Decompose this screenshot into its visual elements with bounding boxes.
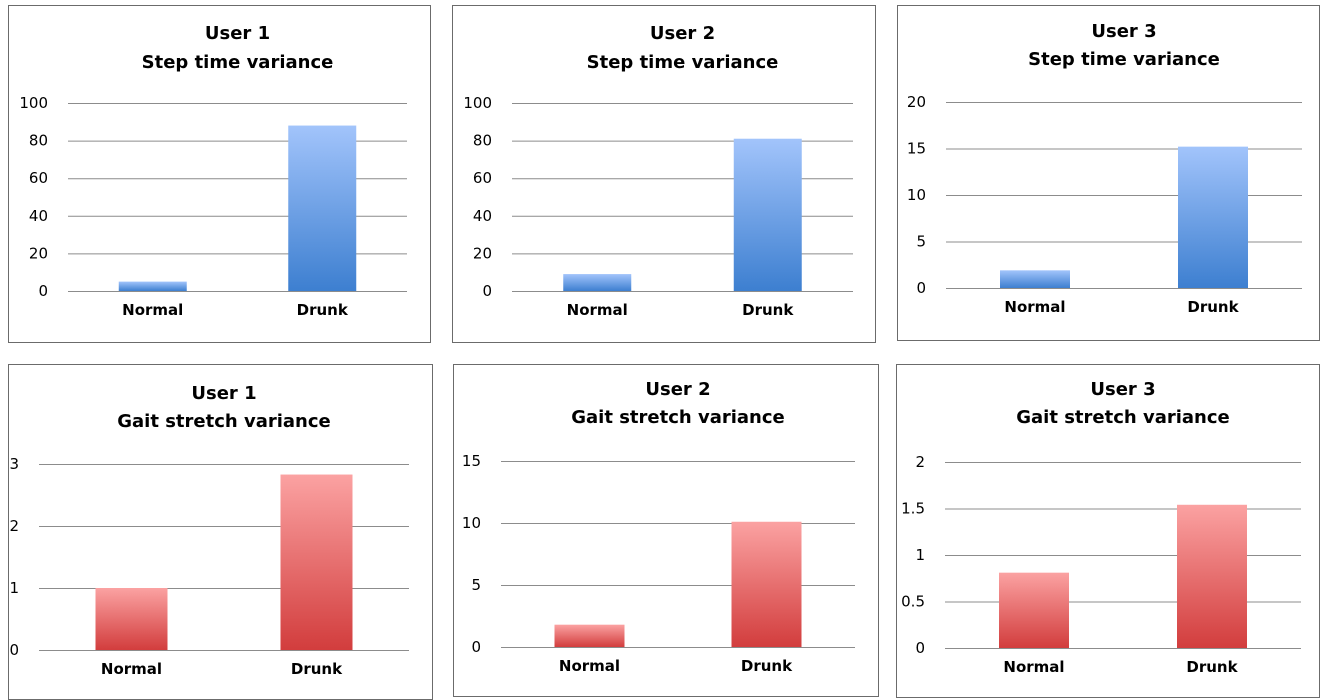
y-tick-label: 40 [473,207,492,225]
y-tick-label: 0 [482,282,492,300]
x-tick-label: Normal [559,657,620,675]
bar-drunk [288,125,357,291]
y-tick-label: 10 [907,186,926,204]
x-tick-label: Drunk [291,660,343,678]
y-tick-label: 1.5 [901,500,925,518]
bar-normal [95,588,168,650]
chart-subtitle: Step time variance [1028,49,1220,70]
y-tick-label: 5 [916,233,926,251]
y-tick-label: 60 [473,169,492,187]
chart-user1-gait-stretch: User 1 Gait stretch variance 0 1 2 3 Normal Dru… [8,364,433,700]
x-tick-label: Drunk [1186,658,1238,676]
y-tick-label: 2 [915,453,925,471]
bar-drunk [733,138,802,291]
y-tick-label: 0.5 [901,593,925,611]
bar-normal [563,274,632,291]
y-tick-label: 100 [19,94,48,112]
y-tick-label: 40 [29,207,48,225]
y-tick-label: 80 [473,132,492,150]
x-tick-label: Normal [567,301,628,319]
bar-normal [118,281,187,291]
chart-title: User 1 [205,23,270,44]
y-tick-label: 1 [9,579,19,597]
chart-svg: User 3 Gait stretch variance 0 0.5 1 1.5 2 Norm… [901,379,1301,676]
chart-subtitle: Gait stretch variance [1016,407,1230,428]
chart-svg: User 2 Step time variance 0 20 40 60 80 100 Norm… [463,23,853,319]
y-tick-label: 0 [915,639,925,657]
bar-normal [1000,270,1070,288]
y-tick-label: 1 [915,546,925,564]
x-tick-label: Normal [122,301,183,319]
chart-subtitle: Gait stretch variance [117,411,331,432]
y-tick-label: 5 [471,576,481,594]
y-tick-label: 20 [473,244,492,262]
chart-svg: User 2 Gait stretch variance 0 5 10 15 Normal D… [462,379,855,675]
chart-svg: User 1 Gait stretch variance 0 1 2 3 Normal Dru… [9,383,409,678]
x-tick-label: Drunk [297,301,349,319]
y-tick-label: 100 [463,94,492,112]
chart-user2-step-time: User 2 Step time variance 0 20 40 60 80 100 Norm… [452,5,876,343]
x-tick-label: Drunk [1187,298,1239,316]
x-tick-label: Normal [1003,658,1064,676]
chart-title: User 2 [645,379,710,400]
y-tick-label: 20 [907,93,926,111]
y-tick-label: 60 [29,169,48,187]
y-tick-label: 0 [38,282,48,300]
y-tick-label: 2 [9,517,19,535]
bar-drunk [1177,504,1247,648]
chart-subtitle: Gait stretch variance [571,407,785,428]
y-tick-label: 80 [29,132,48,150]
chart-subtitle: Step time variance [587,52,779,73]
bar-normal [999,572,1069,648]
y-tick-label: 15 [907,140,926,158]
chart-svg: User 3 Step time variance 0 5 10 15 20 Normal Dr… [907,21,1302,316]
y-tick-label: 0 [471,638,481,656]
bar-normal [554,624,625,647]
chart-user3-gait-stretch: User 3 Gait stretch variance 0 0.5 1 1.5 2 Norm… [896,364,1320,698]
chart-user3-step-time: User 3 Step time variance 0 5 10 15 20 Normal Dr… [897,5,1320,341]
y-tick-label: 3 [9,455,19,473]
chart-title: User 1 [191,383,256,404]
x-tick-label: Normal [1004,298,1065,316]
chart-subtitle: Step time variance [142,52,334,73]
bar-drunk [1178,146,1248,288]
x-tick-label: Normal [101,660,162,678]
y-tick-label: 20 [29,244,48,262]
y-tick-label: 0 [9,641,19,659]
bar-drunk [280,474,353,650]
chart-title: User 3 [1091,21,1156,42]
chart-title: User 2 [650,23,715,44]
chart-title: User 3 [1090,379,1155,400]
y-tick-label: 15 [462,452,481,470]
chart-svg: User 1 Step time variance 0 20 40 60 80 100 Norm… [19,23,407,319]
chart-user2-gait-stretch: User 2 Gait stretch variance 0 5 10 15 Normal D… [453,364,879,697]
x-tick-label: Drunk [742,301,794,319]
bar-drunk [731,521,802,647]
y-tick-label: 0 [916,279,926,297]
chart-user1-step-time: User 1 Step time variance 0 20 40 60 80 100 Norm… [8,5,431,343]
y-tick-label: 10 [462,514,481,532]
x-tick-label: Drunk [741,657,793,675]
